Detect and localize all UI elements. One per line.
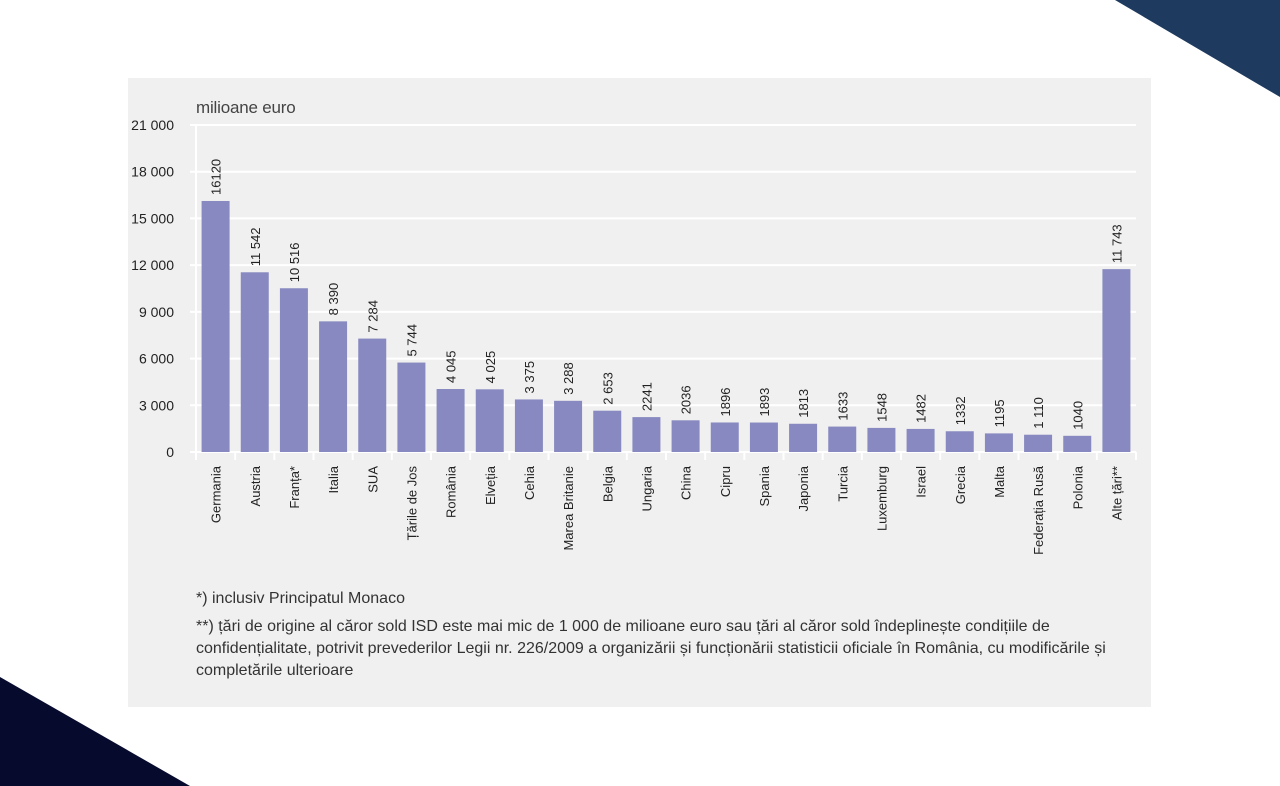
footnote-monaco: *) inclusiv Principatul Monaco	[196, 590, 405, 607]
bar-value-label: 1548	[874, 393, 889, 422]
x-category-label: Elveția	[483, 465, 498, 505]
bar	[906, 428, 935, 452]
bar-value-label: 1896	[718, 388, 733, 417]
bar-value-label: 4 045	[444, 350, 459, 383]
bar	[749, 422, 778, 452]
bar-value-label: 1633	[835, 392, 850, 421]
bar-value-label: 1040	[1070, 401, 1085, 430]
x-category-label: Malta	[992, 465, 1007, 498]
y-tick-label: 18 000	[131, 164, 174, 180]
bar-value-label: 4 025	[483, 351, 498, 384]
x-category-label: Polonia	[1070, 465, 1085, 509]
x-category-label: Spania	[757, 465, 772, 506]
bar	[397, 362, 426, 452]
footnote-other-countries: **) țări de origine al căror sold ISD es…	[196, 618, 1106, 679]
x-category-label: Germania	[209, 465, 224, 523]
bar	[475, 389, 504, 452]
bar	[828, 426, 857, 452]
bar-value-label: 1 110	[1031, 397, 1046, 429]
bar-value-label: 3 375	[522, 361, 537, 394]
bar	[514, 399, 543, 452]
x-category-label: Cehia	[522, 465, 537, 500]
bar	[867, 427, 896, 452]
x-category-label: Turcia	[835, 465, 850, 501]
bar-value-label: 1332	[953, 396, 968, 425]
y-tick-label: 21 000	[131, 117, 174, 133]
bar	[671, 420, 700, 452]
x-category-label: România	[444, 465, 459, 518]
bar-value-label: 5 744	[404, 324, 419, 357]
x-category-label: Ungaria	[639, 465, 654, 511]
y-tick-label: 3 000	[139, 397, 174, 413]
bar-value-label: 1482	[914, 394, 929, 423]
y-tick-label: 0	[166, 444, 174, 460]
bar	[436, 389, 465, 452]
bar-value-label: 1813	[796, 389, 811, 418]
bar	[945, 431, 974, 452]
bar-chart: 0 3 000 6 000 9 000 12 000 15 000 18 000 21 000…	[131, 117, 1137, 555]
bar-value-label: 2241	[639, 382, 654, 411]
unit-label: milioane euro	[196, 98, 296, 117]
footnotes: *) inclusiv Principatul Monaco **) țări …	[196, 588, 1136, 682]
bar	[1102, 269, 1131, 452]
bar	[240, 272, 269, 452]
bar-value-label: 1195	[992, 399, 1007, 427]
x-category-label: Belgia	[600, 465, 615, 502]
chart-panel: milioane euro 0 3 000 6 000 9 000 12 000 15 0…	[128, 78, 1151, 707]
x-category-label: SUA	[365, 466, 380, 493]
x-category-label: Alte țări**	[1109, 466, 1124, 520]
bar	[554, 400, 583, 452]
x-category-label: Italia	[326, 465, 341, 493]
bar-value-label: 16120	[209, 159, 224, 195]
x-category-label: Franța*	[287, 466, 302, 509]
x-category-label: Federația Rusă	[1031, 465, 1046, 555]
bar	[1024, 434, 1053, 452]
bar	[984, 433, 1013, 452]
bar	[279, 288, 308, 452]
bar	[319, 321, 348, 452]
bar	[710, 422, 739, 452]
bar	[593, 410, 622, 452]
y-tick-label: 15 000	[131, 210, 174, 226]
bar-value-label: 3 288	[561, 362, 576, 395]
x-category-label: Grecia	[953, 465, 968, 504]
y-tick-label: 12 000	[131, 257, 174, 273]
bar-value-label: 11 743	[1109, 224, 1124, 263]
bar-value-label: 1893	[757, 388, 772, 417]
x-category-label: Austria	[248, 465, 263, 506]
x-category-label: Marea Britanie	[561, 466, 576, 551]
bar-value-label: 2 653	[600, 372, 615, 405]
y-tick-label: 6 000	[139, 351, 174, 367]
bar-value-label: 2036	[679, 385, 694, 414]
bar-value-label: 7 284	[365, 300, 380, 333]
x-category-label: Cipru	[718, 466, 733, 497]
x-category-label: China	[679, 465, 694, 500]
x-category-label: Țările de Jos	[404, 466, 419, 541]
bar-value-label: 8 390	[326, 283, 341, 316]
bar	[358, 338, 387, 452]
bar	[789, 423, 818, 452]
y-tick-label: 9 000	[139, 304, 174, 320]
bar	[201, 200, 230, 452]
bar	[632, 417, 661, 452]
x-category-label: Israel	[914, 466, 929, 498]
x-category-label: Japonia	[796, 465, 811, 511]
bar-value-label: 11 542	[248, 227, 263, 266]
bar-value-label: 10 516	[287, 242, 302, 282]
x-category-label: Luxemburg	[874, 466, 889, 531]
bar	[1063, 435, 1092, 452]
